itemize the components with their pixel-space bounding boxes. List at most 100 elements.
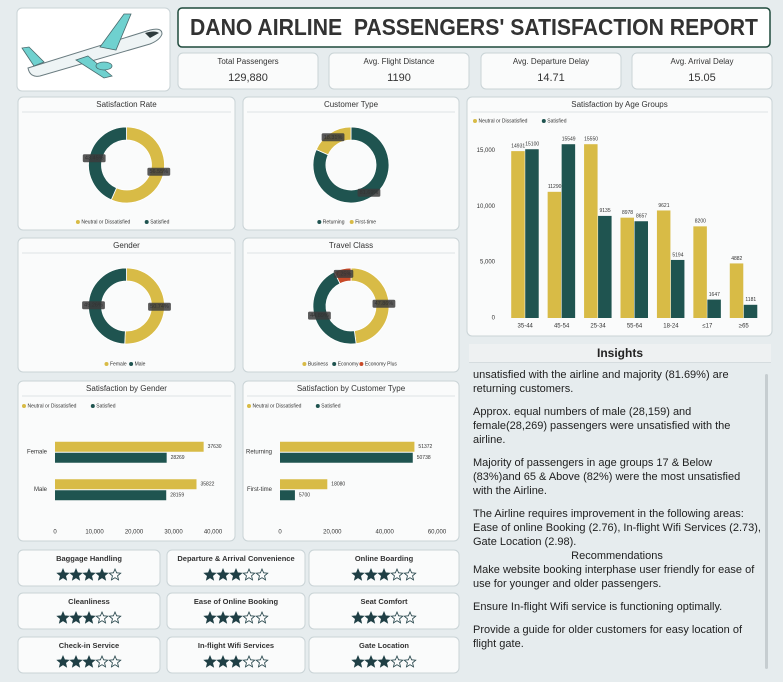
- kpi-value: 14.71: [537, 72, 565, 84]
- bar: [634, 221, 648, 318]
- x-tick-label: 60,000: [428, 530, 447, 536]
- star-filled: [377, 654, 391, 668]
- value-label: 50738: [417, 455, 431, 461]
- value-label: 44.89%: [310, 313, 329, 319]
- star-filled: [216, 654, 230, 668]
- star-filled: [95, 567, 109, 581]
- donut-segment: [110, 126, 165, 204]
- panel: [328, 52, 470, 90]
- insight-paragraph: The Airline requires improvement in the …: [473, 508, 761, 548]
- rating-label: Baggage Handling: [56, 554, 122, 563]
- star-rating: [203, 610, 269, 624]
- x-tick-label: 0: [278, 530, 282, 536]
- star-filled: [229, 610, 243, 624]
- kpi-label: Avg. Flight Distance: [364, 57, 436, 66]
- label-bg: [82, 301, 105, 310]
- star-filled: [216, 610, 230, 624]
- kpi-label: Avg. Arrival Delay: [671, 57, 734, 66]
- y-tick-label: 5,000: [480, 260, 496, 266]
- chart-title: Customer Type: [324, 100, 379, 109]
- recommendation: Ensure In-flight Wifi service is functio…: [473, 601, 723, 613]
- star-empty: [403, 654, 417, 668]
- rating-label: Departure & Arrival Convenience: [177, 554, 294, 563]
- report-title: DANO AIRLINE PASSENGERS' SATISFACTION RE…: [190, 14, 758, 40]
- value-label: 81.69%: [360, 190, 379, 196]
- star-empty: [390, 610, 404, 624]
- x-tick-label: 35-44: [518, 324, 534, 330]
- star-filled: [377, 610, 391, 624]
- star-filled: [56, 610, 70, 624]
- label-bg: [333, 269, 354, 278]
- star-filled: [56, 567, 70, 581]
- bar: [55, 452, 167, 463]
- bar: [729, 263, 744, 318]
- star-filled: [203, 654, 217, 668]
- x-tick-label: 18-24: [663, 324, 679, 330]
- star-filled: [351, 610, 365, 624]
- airplane-illustration: [21, 13, 163, 79]
- star-empty: [255, 610, 269, 624]
- star-filled: [69, 610, 83, 624]
- legend-swatch: [349, 220, 354, 224]
- donut-segment: [88, 267, 127, 345]
- donut-segment: [312, 126, 390, 204]
- star-rating: [56, 610, 122, 624]
- value-label: 1181: [745, 297, 756, 303]
- insight-paragraph: unsatisfied with the airline and majorit…: [473, 369, 729, 395]
- star-empty: [255, 654, 269, 668]
- star-rating: [351, 610, 417, 624]
- value-label: 8657: [636, 214, 647, 220]
- legend-label: Neutral or Dissatisfied: [253, 403, 302, 409]
- x-tick-label: 10,000: [85, 530, 104, 536]
- label-bg: [148, 302, 171, 311]
- bar: [743, 304, 758, 318]
- legend-label: Male: [135, 361, 146, 367]
- legend-swatch: [359, 362, 364, 366]
- bar: [547, 191, 562, 318]
- star-filled: [351, 567, 365, 581]
- star-filled: [364, 610, 378, 624]
- panel: [17, 237, 236, 373]
- legend-swatch: [129, 362, 134, 366]
- label-bg: [357, 188, 381, 197]
- star-empty: [403, 567, 417, 581]
- chart-title: Satisfaction by Age Groups: [571, 100, 668, 109]
- value-label: 47.86%: [375, 301, 394, 307]
- scrollbar[interactable]: [765, 374, 768, 669]
- bar: [280, 490, 295, 501]
- y-tick-label: Returning: [246, 449, 272, 455]
- value-label: 4882: [731, 256, 742, 262]
- label-bg: [372, 299, 396, 308]
- legend-swatch: [247, 404, 251, 408]
- legend-swatch: [332, 362, 337, 366]
- bar: [561, 144, 576, 318]
- star-filled: [82, 567, 96, 581]
- value-label: 8200: [695, 219, 706, 225]
- chart-title: Satisfaction by Customer Type: [297, 384, 406, 393]
- star-filled: [216, 567, 230, 581]
- panel: [17, 96, 236, 231]
- star-filled: [82, 610, 96, 624]
- value-label: 28269: [171, 455, 185, 461]
- bar: [511, 151, 525, 318]
- star-empty: [108, 567, 122, 581]
- label-bg: [82, 154, 106, 163]
- star-empty: [242, 654, 256, 668]
- value-label: 15550: [584, 137, 598, 143]
- panel: [242, 237, 460, 373]
- star-rating: [351, 567, 417, 581]
- kpi-value: 129,880: [228, 72, 268, 84]
- recommendation: Provide a guide for older customers for …: [473, 624, 743, 650]
- bar: [280, 452, 413, 463]
- value-label: 7.25%: [336, 271, 352, 277]
- legend-label: Neutral or Dissatisfied: [479, 118, 528, 124]
- panel: [480, 52, 622, 90]
- panel: [631, 52, 773, 90]
- bar: [656, 210, 671, 318]
- star-empty: [255, 567, 269, 581]
- bar: [55, 479, 197, 490]
- bar: [55, 490, 167, 501]
- legend-label: Business: [308, 361, 329, 367]
